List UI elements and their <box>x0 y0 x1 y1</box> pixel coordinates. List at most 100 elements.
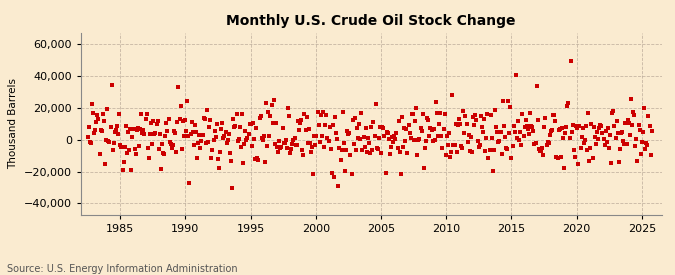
Point <box>585 146 596 150</box>
Point <box>644 124 655 129</box>
Point <box>528 129 539 133</box>
Point <box>531 84 542 88</box>
Point <box>178 134 189 138</box>
Point <box>171 149 182 154</box>
Point <box>173 85 184 89</box>
Point <box>496 152 507 156</box>
Point <box>513 119 524 123</box>
Point <box>315 113 326 117</box>
Point <box>318 110 329 115</box>
Point <box>107 147 118 152</box>
Point <box>184 180 195 185</box>
Point <box>215 150 225 154</box>
Point <box>252 156 263 160</box>
Point <box>202 140 213 144</box>
Point <box>240 129 250 133</box>
Point <box>329 175 340 179</box>
Point <box>554 127 565 131</box>
Point <box>207 147 218 152</box>
Point <box>205 118 215 122</box>
Point <box>610 136 621 140</box>
Point <box>441 134 452 139</box>
Point <box>104 140 115 144</box>
Point <box>369 134 380 139</box>
Point <box>170 131 181 136</box>
Point <box>105 125 116 129</box>
Point <box>225 159 236 164</box>
Point <box>319 145 329 149</box>
Point <box>278 140 289 145</box>
Point <box>348 142 359 146</box>
Point <box>466 149 477 154</box>
Point <box>406 111 417 116</box>
Point <box>487 135 497 140</box>
Point <box>387 139 398 144</box>
Point <box>481 136 491 140</box>
Point <box>545 128 556 133</box>
Point <box>389 134 400 138</box>
Point <box>619 142 630 146</box>
Point <box>616 131 626 135</box>
Point <box>253 157 264 162</box>
Point <box>601 140 612 144</box>
Point <box>492 130 503 134</box>
Point <box>199 117 210 122</box>
Point <box>547 128 558 132</box>
Point <box>99 119 109 123</box>
Point <box>178 119 188 123</box>
Point <box>241 138 252 142</box>
Point <box>421 139 431 144</box>
Point <box>125 127 136 131</box>
Point <box>612 131 623 135</box>
Point <box>221 141 232 145</box>
Point <box>228 117 239 121</box>
Point <box>283 105 294 110</box>
Point <box>84 140 95 144</box>
Point <box>111 124 122 128</box>
Point <box>266 103 277 107</box>
Point <box>414 137 425 142</box>
Point <box>150 131 161 136</box>
Point <box>116 144 127 149</box>
Point <box>329 115 340 120</box>
Point <box>225 150 236 155</box>
Point <box>633 122 644 127</box>
Point <box>583 111 593 115</box>
Point <box>139 132 150 136</box>
Point <box>347 118 358 122</box>
Point <box>568 122 578 127</box>
Point <box>530 141 541 145</box>
Point <box>564 136 575 140</box>
Point <box>229 125 240 129</box>
Point <box>86 140 97 145</box>
Point <box>209 129 220 133</box>
Point <box>350 148 361 153</box>
Point <box>527 125 538 130</box>
Point <box>311 134 322 138</box>
Point <box>614 147 625 151</box>
Point <box>88 111 99 115</box>
Point <box>416 129 427 133</box>
Point <box>196 139 207 144</box>
Point <box>518 134 529 139</box>
Point <box>296 118 306 123</box>
Point <box>312 110 323 114</box>
Point <box>510 73 521 77</box>
Point <box>310 143 321 148</box>
Point <box>97 111 108 116</box>
Point <box>248 121 259 125</box>
Point <box>231 112 242 117</box>
Point <box>264 134 275 138</box>
Point <box>379 134 389 139</box>
Point <box>93 117 104 121</box>
Point <box>587 156 598 160</box>
Point <box>617 130 628 134</box>
Point <box>522 126 533 131</box>
Point <box>304 141 315 145</box>
Point <box>381 130 392 134</box>
Point <box>172 120 183 124</box>
Point <box>251 125 262 130</box>
Point <box>540 116 551 120</box>
Point <box>301 115 312 119</box>
Point <box>267 121 278 125</box>
